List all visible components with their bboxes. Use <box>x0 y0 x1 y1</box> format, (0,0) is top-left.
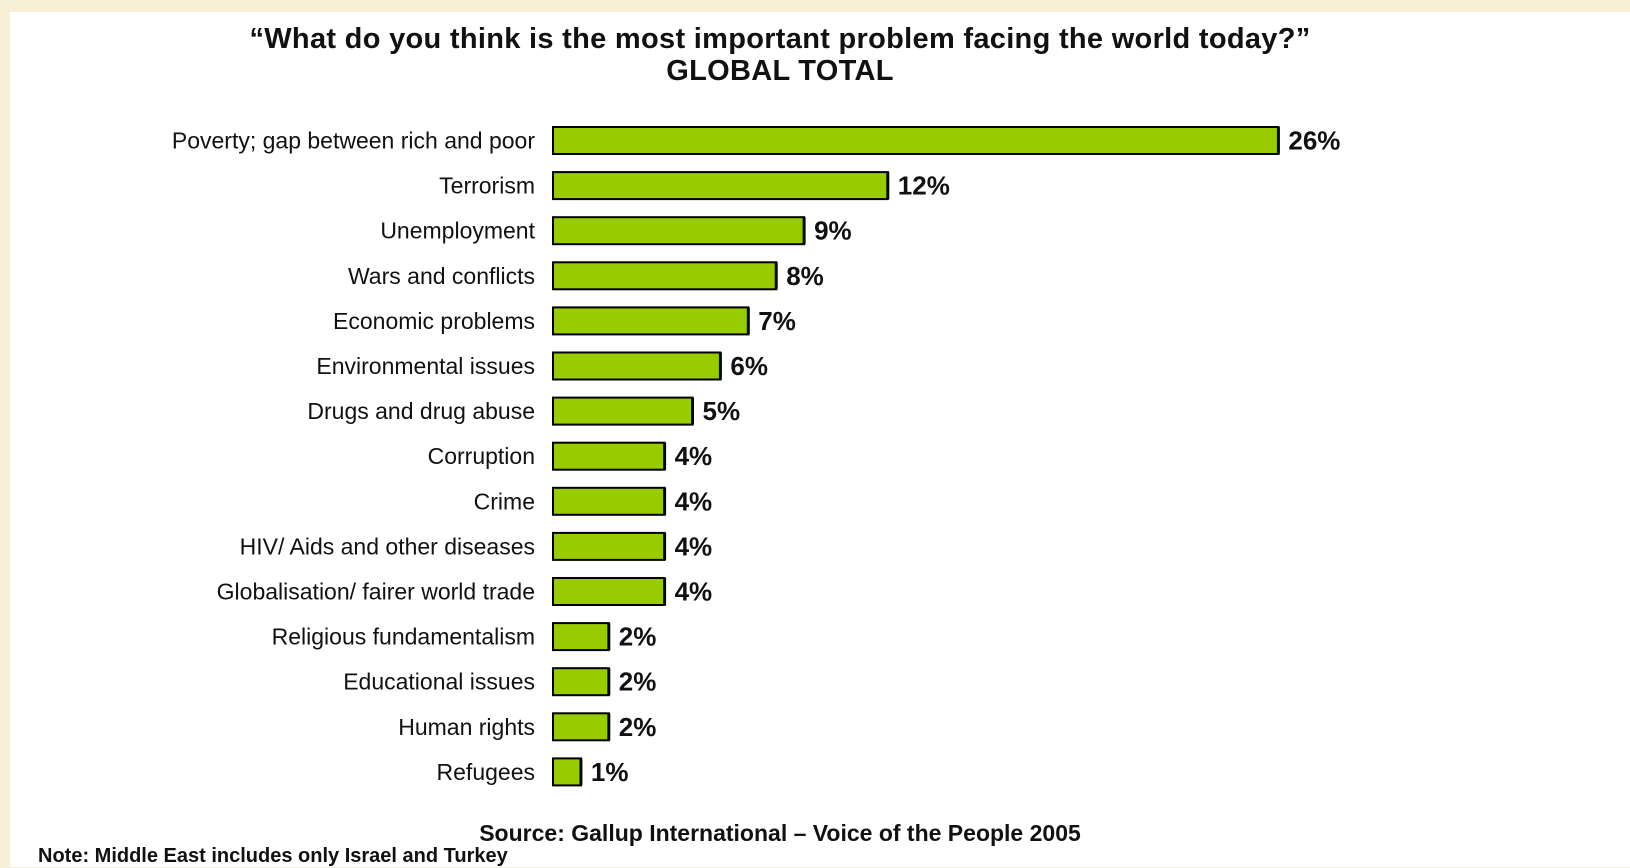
value-label: 4% <box>675 531 713 561</box>
bar <box>552 577 666 606</box>
category-label: Terrorism <box>439 173 535 199</box>
category-label: Religious fundamentalism <box>272 624 535 650</box>
bar <box>552 712 610 742</box>
bar <box>552 171 889 201</box>
bar <box>552 486 666 516</box>
value-label: 26% <box>1288 126 1340 156</box>
footnote: Note: Middle East includes only Israel a… <box>38 845 508 867</box>
bar <box>552 126 1280 155</box>
value-label: 1% <box>591 757 629 787</box>
category-label: Environmental issues <box>316 353 535 379</box>
value-label: 9% <box>814 216 852 246</box>
bar <box>552 261 778 291</box>
category-label: Human rights <box>398 714 535 740</box>
value-label: 5% <box>703 396 741 426</box>
value-label: 2% <box>619 622 657 652</box>
category-label: Educational issues <box>343 669 535 695</box>
value-label: 2% <box>619 712 657 742</box>
category-label: Drugs and drug abuse <box>307 398 535 424</box>
category-label: Corruption <box>428 443 535 469</box>
value-label: 12% <box>898 171 950 201</box>
bar <box>552 622 610 652</box>
bar <box>552 396 694 426</box>
value-label: 2% <box>619 667 657 697</box>
category-label: Unemployment <box>380 218 535 244</box>
category-label: Economic problems <box>333 308 535 334</box>
value-label: 4% <box>675 577 713 607</box>
bar <box>552 531 666 561</box>
value-label: 4% <box>675 441 713 471</box>
category-label: Refugees <box>437 759 535 785</box>
source-note: Source: Gallup International – Voice of … <box>479 820 1081 846</box>
bar <box>552 351 722 381</box>
category-label: HIV/ Aids and other diseases <box>240 533 535 559</box>
bar <box>552 306 750 336</box>
bar <box>552 757 582 787</box>
chart-title: “What do you think is the most important… <box>249 23 1311 55</box>
chart-subtitle: GLOBAL TOTAL <box>666 55 894 87</box>
category-label: Wars and conflicts <box>348 263 535 289</box>
bar <box>552 216 806 246</box>
bar <box>552 441 666 471</box>
bar-chart: Poverty; gap between rich and poor 26% Ter… <box>172 126 1341 787</box>
value-label: 6% <box>730 351 768 381</box>
value-label: 7% <box>758 306 796 336</box>
value-label: 8% <box>786 261 824 291</box>
category-label: Crime <box>474 488 535 514</box>
value-label: 4% <box>675 486 713 516</box>
bar <box>552 667 610 697</box>
category-label: Globalisation/ fairer world trade <box>217 579 535 605</box>
category-label: Poverty; gap between rich and poor <box>172 128 535 154</box>
